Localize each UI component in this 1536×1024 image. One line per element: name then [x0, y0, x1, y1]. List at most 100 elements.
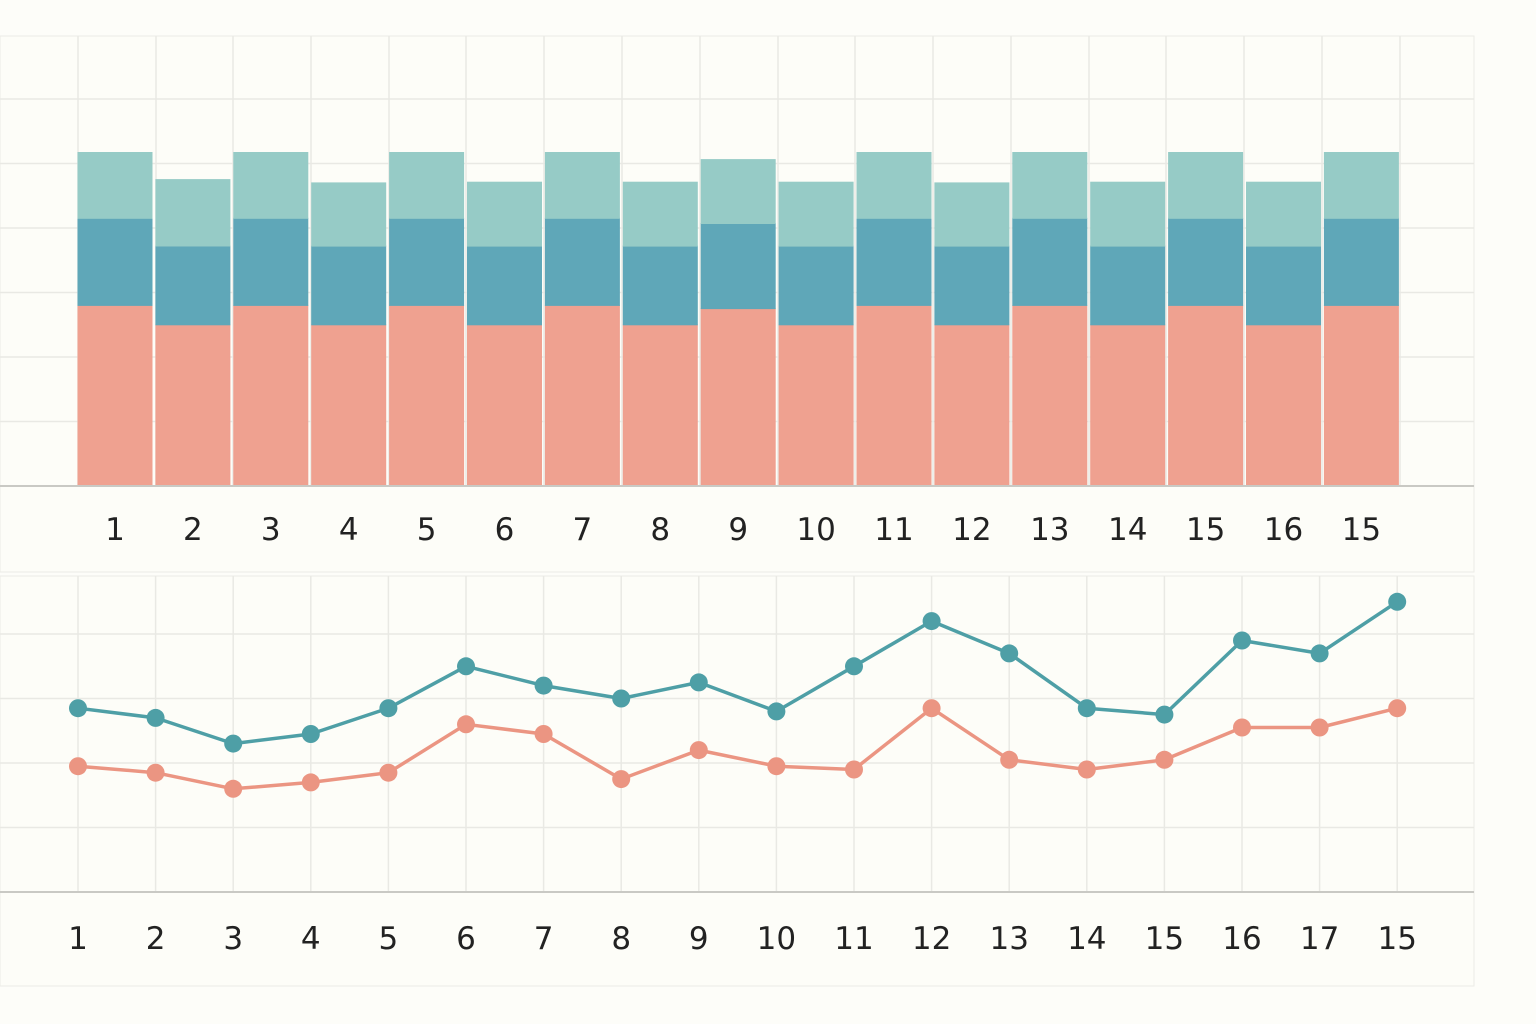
bar-segment-top — [778, 181, 854, 247]
line-point-salmon — [146, 763, 165, 782]
bottom-x-tick-label: 2 — [146, 921, 166, 957]
bottom-x-tick-label: 6 — [456, 921, 476, 957]
line-point-teal — [1155, 705, 1174, 724]
bar-segment-middle — [467, 245, 542, 326]
bottom-chart-x-tick-labels: 1 2 3 4 5 6 7 8 9 10 11 12 13 14 15 16 17 15 — [68, 921, 1417, 957]
bottom-x-tick-label: 17 — [1300, 921, 1339, 957]
bar-segment-bottom — [934, 324, 1010, 487]
bar-segment-top — [1168, 152, 1244, 219]
bottom-chart-lines — [69, 592, 1407, 798]
top-x-tick-label: 13 — [1030, 512, 1069, 548]
line-point-salmon — [612, 770, 631, 789]
bar-segment-bottom — [233, 304, 309, 487]
top-x-tick-label: 5 — [417, 512, 437, 548]
line-point-salmon — [1310, 718, 1329, 737]
bar-segment-bottom — [389, 304, 465, 487]
bar-segment-top — [622, 181, 698, 247]
line-point-teal — [845, 657, 863, 676]
bar-segment-middle — [155, 245, 231, 326]
line-point-teal — [457, 657, 475, 676]
bar-segment-top — [934, 182, 1010, 247]
line-point-salmon — [767, 757, 786, 776]
line-point-teal — [534, 676, 553, 695]
bar-segment-middle — [934, 245, 1010, 326]
line-point-salmon — [1155, 750, 1174, 769]
line-point-teal — [379, 699, 398, 718]
bar-segment-middle — [311, 245, 387, 326]
bar-segment-top — [467, 181, 542, 247]
bottom-x-tick-label: 9 — [689, 921, 709, 957]
line-point-teal — [1310, 644, 1329, 663]
bottom-x-tick-label: 14 — [1067, 921, 1106, 957]
bottom-x-tick-label: 15 — [1377, 921, 1416, 957]
bottom-x-tick-label: 8 — [611, 921, 631, 957]
bar-segment-top — [155, 179, 231, 247]
bottom-x-tick-label: 1 — [68, 921, 88, 957]
line-point-salmon — [922, 699, 941, 718]
bar-segment-top — [1012, 152, 1088, 219]
bar-segment-middle — [1168, 217, 1244, 306]
bar-segment-middle — [856, 217, 932, 306]
line-point-teal — [224, 734, 243, 753]
bottom-x-tick-label: 15 — [1145, 921, 1184, 957]
line-point-salmon — [1388, 699, 1407, 718]
bar-segment-bottom — [77, 304, 153, 487]
bar-segment-bottom — [311, 324, 387, 487]
line-point-salmon — [224, 779, 243, 798]
line-point-teal — [69, 699, 87, 718]
bar-segment-top — [1246, 181, 1321, 247]
bar-segment-bottom — [1246, 324, 1321, 487]
top-x-tick-label: 15 — [1342, 512, 1381, 548]
bar-segment-middle — [77, 217, 153, 306]
line-point-salmon — [457, 715, 475, 734]
top-x-tick-label: 11 — [874, 512, 913, 548]
bar-segment-middle — [1246, 245, 1321, 326]
line-point-salmon — [379, 763, 398, 782]
bar-segment-top — [233, 152, 309, 219]
top-x-tick-label: 14 — [1108, 512, 1147, 548]
bar-segment-middle — [778, 245, 854, 326]
line-point-salmon — [534, 725, 553, 743]
top-x-tick-label: 10 — [796, 512, 835, 548]
line-point-teal — [1388, 592, 1407, 611]
bar-segment-middle — [389, 217, 465, 306]
bar-segment-top — [1323, 152, 1399, 219]
line-point-salmon — [301, 773, 320, 792]
line-series-teal — [77, 600, 1399, 746]
bar-segment-bottom — [467, 324, 542, 487]
bar-segment-middle — [622, 245, 698, 326]
bottom-chart-panel — [0, 575, 1475, 987]
bar-segment-bottom — [856, 304, 932, 487]
line-point-salmon — [845, 760, 863, 779]
bar-segment-bottom — [622, 324, 698, 487]
line-point-salmon — [1233, 718, 1251, 737]
line-point-teal — [1233, 631, 1251, 650]
line-series-salmon — [77, 706, 1398, 791]
top-x-tick-label: 7 — [573, 512, 593, 548]
bottom-x-tick-label: 13 — [989, 921, 1028, 957]
bar-segment-bottom — [544, 304, 620, 487]
bar-segment-middle — [700, 223, 776, 310]
bar-segment-top — [77, 152, 153, 219]
bar-segment-bottom — [700, 308, 776, 487]
top-x-tick-label: 6 — [495, 512, 515, 548]
stacked-bar-chart: 1 2 3 4 5 6 7 8 9 10 11 12 13 14 15 16 15 — [0, 35, 1475, 573]
bottom-x-tick-label: 5 — [379, 921, 399, 957]
bar-segment-middle — [1012, 217, 1088, 306]
bar-segment-bottom — [1090, 324, 1166, 487]
line-point-teal — [146, 708, 165, 727]
bar-segment-top — [311, 182, 387, 247]
line-point-teal — [767, 702, 786, 721]
line-chart: 1 2 3 4 5 6 7 8 9 10 11 12 13 14 15 16 17 15 — [0, 575, 1475, 987]
top-x-tick-label: 8 — [650, 512, 670, 548]
line-point-salmon — [689, 741, 708, 760]
top-x-tick-label: 16 — [1264, 512, 1303, 548]
bar-segment-bottom — [778, 324, 854, 487]
line-point-teal — [301, 725, 320, 743]
top-chart-bars — [77, 152, 1399, 487]
line-point-teal — [1077, 699, 1096, 718]
line-point-teal — [1000, 644, 1019, 663]
line-point-salmon — [1000, 750, 1019, 769]
bar-segment-top — [389, 152, 465, 219]
bar-segment-bottom — [1168, 304, 1244, 487]
